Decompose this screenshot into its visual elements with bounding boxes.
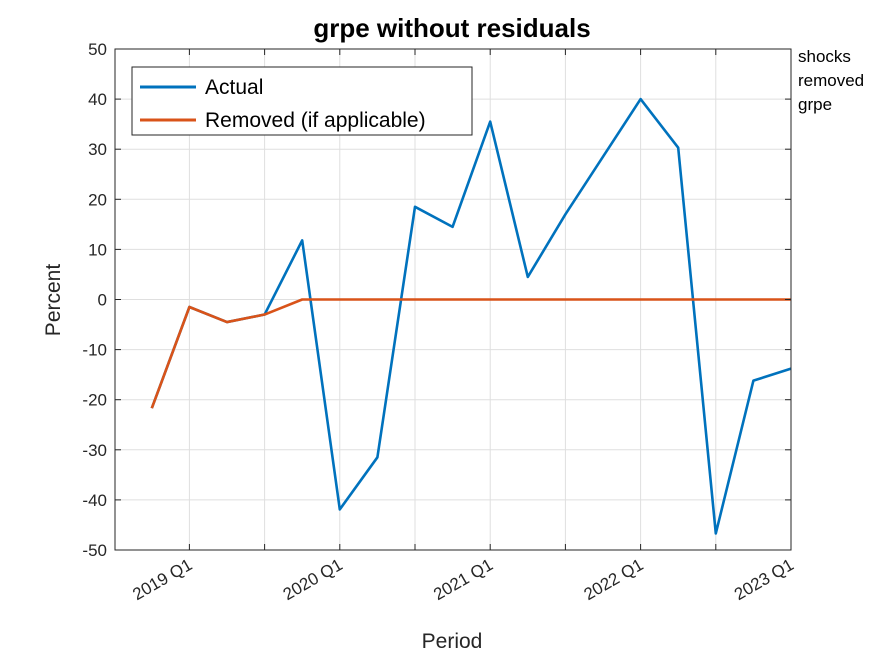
y-tick-label: 50 [88,40,107,59]
legend-label-actual: Actual [205,76,263,99]
legend: Actual Removed (if applicable) [131,66,473,136]
y-tick-label: -10 [82,341,107,360]
y-axis-label: Percent [42,264,65,337]
y-tick-label: -20 [82,391,107,410]
y-tick-label: 10 [88,240,107,259]
y-tick-label: -50 [82,541,107,560]
legend-label-removed: Removed (if applicable) [205,109,426,132]
y-tick-label: -30 [82,441,107,460]
side-note-line-1: shocks [798,47,851,66]
chart-title: grpe without residuals [313,13,590,43]
tick-marks [115,48,792,551]
y-tick-label: 30 [88,140,107,159]
y-tick-label: 40 [88,90,107,109]
side-note: shocks removed grpe [798,47,864,114]
y-tick-label: -40 [82,491,107,510]
y-tick-label: 20 [88,190,107,209]
side-note-line-2: removed [798,71,864,90]
series-line-removed [150,298,791,409]
y-tick-labels: -50 -40 -30 -20 -10 0 10 20 30 40 50 [82,40,107,560]
x-axis-label: Period [422,630,483,653]
series-layer [150,97,792,535]
legend-box [131,66,473,136]
y-tick-label: 0 [98,291,107,310]
side-note-line-3: grpe [798,95,832,114]
